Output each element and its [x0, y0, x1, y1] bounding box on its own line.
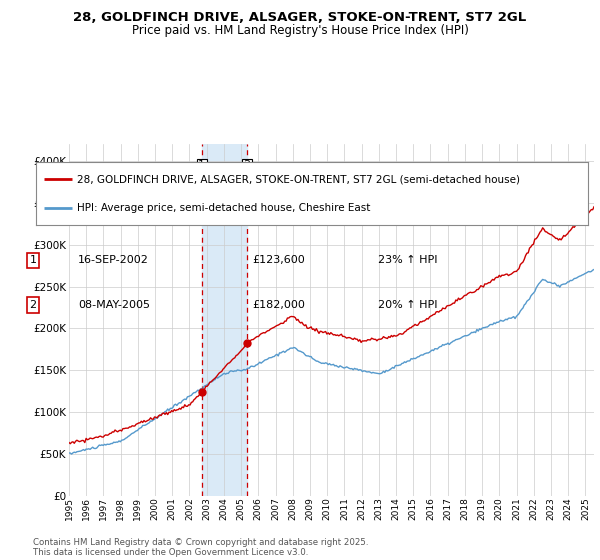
- Text: Price paid vs. HM Land Registry's House Price Index (HPI): Price paid vs. HM Land Registry's House …: [131, 24, 469, 37]
- Text: 16-SEP-2002: 16-SEP-2002: [78, 255, 149, 265]
- Text: £123,600: £123,600: [252, 255, 305, 265]
- Text: £182,000: £182,000: [252, 300, 305, 310]
- Text: 23% ↑ HPI: 23% ↑ HPI: [378, 255, 437, 265]
- Text: 08-MAY-2005: 08-MAY-2005: [78, 300, 150, 310]
- Text: 28, GOLDFINCH DRIVE, ALSAGER, STOKE-ON-TRENT, ST7 2GL: 28, GOLDFINCH DRIVE, ALSAGER, STOKE-ON-T…: [73, 11, 527, 24]
- Text: 1: 1: [29, 255, 37, 265]
- Text: 1: 1: [198, 160, 205, 170]
- Text: 2: 2: [29, 300, 37, 310]
- Text: HPI: Average price, semi-detached house, Cheshire East: HPI: Average price, semi-detached house,…: [77, 203, 371, 213]
- Text: 2: 2: [244, 160, 251, 170]
- Text: Contains HM Land Registry data © Crown copyright and database right 2025.
This d: Contains HM Land Registry data © Crown c…: [33, 538, 368, 557]
- Text: 28, GOLDFINCH DRIVE, ALSAGER, STOKE-ON-TRENT, ST7 2GL (semi-detached house): 28, GOLDFINCH DRIVE, ALSAGER, STOKE-ON-T…: [77, 174, 520, 184]
- Text: 20% ↑ HPI: 20% ↑ HPI: [378, 300, 437, 310]
- Bar: [202, 144, 247, 496]
